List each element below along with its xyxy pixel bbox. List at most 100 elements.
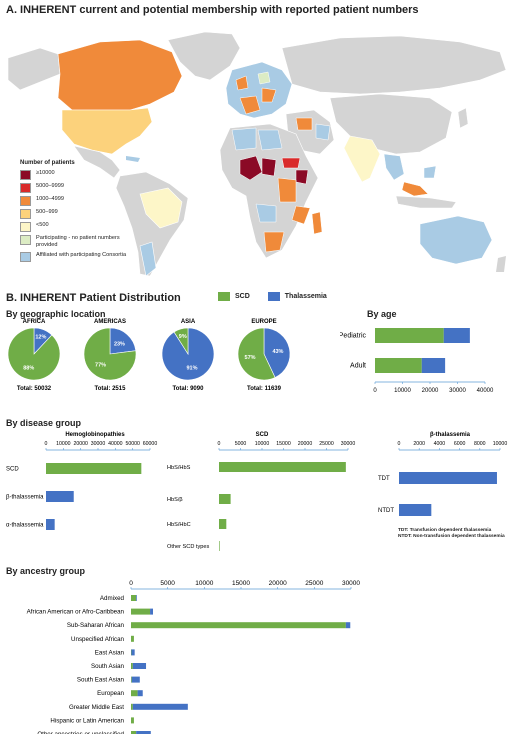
- pie-title: AFRICA: [23, 319, 46, 325]
- category-label: β-thalassemia: [6, 495, 44, 501]
- bar: [131, 676, 132, 683]
- bar: [131, 649, 132, 656]
- panel-a-title: A. INHERENT current and potential member…: [6, 4, 419, 16]
- category-label: Greater Middle East: [69, 704, 124, 711]
- pie-slice-label: 9%: [179, 334, 187, 340]
- map-africa: [219, 123, 319, 259]
- category-label: Unspecified African: [71, 636, 125, 643]
- bar: [131, 635, 134, 642]
- map-legend-swatch: [20, 183, 31, 193]
- category-label: TDT: [378, 476, 390, 482]
- pie-total: Total: 2515: [95, 386, 127, 392]
- bar: [131, 717, 134, 724]
- map-legend-swatch: [20, 252, 31, 262]
- map-legend-item: Participating - no patient numbers provi…: [20, 235, 140, 249]
- ancestry-chart: 0 5000 10000 15000 20000 25000 30000 Admixed Afr…: [27, 580, 360, 734]
- map-legend-swatch: [20, 222, 31, 232]
- category-label: Other SCD types: [167, 544, 209, 550]
- map-legend-label: 1000–4999: [36, 196, 64, 202]
- pie-total: Total: 9090: [173, 386, 205, 392]
- pie-total: Total: 11639: [247, 386, 282, 392]
- map-legend-label: ≥10000: [36, 170, 55, 176]
- ancestry-section-title: By ancestry group: [6, 566, 86, 576]
- category-label: African American or Afro-Caribbean: [27, 609, 125, 616]
- map-australia: [419, 215, 493, 265]
- bar: [345, 622, 351, 629]
- category-label: Pediatric: [340, 333, 367, 340]
- bar: [150, 608, 153, 615]
- pie-title: ASIA: [181, 319, 196, 325]
- bar: [46, 463, 142, 474]
- map-legend-item: <500: [20, 222, 140, 232]
- category-label: European: [97, 690, 124, 697]
- x-tick-label: 5000: [235, 441, 247, 447]
- x-tick-label: 0: [398, 441, 401, 447]
- bar: [375, 328, 444, 343]
- legend-label-thalassemia: Thalassemia: [284, 293, 327, 300]
- map-canada: [57, 39, 183, 111]
- pie-slice-label: 57%: [245, 355, 256, 361]
- bar: [131, 690, 138, 697]
- pie-slice: [83, 327, 137, 381]
- bar: [219, 462, 346, 472]
- category-label: α-thalassemia: [6, 523, 44, 529]
- x-tick-label: 0: [373, 388, 377, 394]
- bar: [219, 494, 231, 504]
- category-label: NTDT: [378, 508, 394, 514]
- bar: [375, 358, 422, 373]
- category-label: South Asian: [91, 663, 125, 670]
- map-legend-swatch: [20, 235, 31, 245]
- x-tick-label: 2000: [413, 441, 425, 447]
- pie-title: EUROPE: [251, 319, 276, 325]
- bar: [219, 541, 220, 551]
- geo-pies: AFRICA 12% 88% Total: 50032 AMERICAS 23% 77% To…: [7, 319, 291, 392]
- x-tick-label: 10000: [493, 441, 508, 447]
- map-legend-label: Participating - no patient numbers provi…: [36, 235, 120, 248]
- tdt-notes: TDT: Transfusion dependent thalassemia N…: [398, 528, 505, 540]
- series-legend: SCD Thalassemia: [218, 292, 327, 301]
- map-greenland: [167, 31, 241, 81]
- bar: [131, 595, 137, 601]
- bar: [136, 731, 151, 734]
- x-tick-label: 10000: [56, 441, 71, 447]
- map-legend-label: 5000–9999: [36, 183, 64, 189]
- map-legend-swatch: [20, 170, 31, 180]
- chart-title: Hemoglobinopathies: [65, 432, 125, 438]
- x-tick-label: 30000: [91, 441, 106, 447]
- bar: [399, 472, 497, 484]
- category-label: HbS/HbS: [167, 465, 191, 471]
- chart-title: SCD: [256, 432, 269, 438]
- world-map: [0, 18, 520, 280]
- map-legend: Number of patients ≥10000 5000–9999 1000–4…: [20, 160, 140, 265]
- category-label: Other ancestries or unclassified: [37, 731, 124, 734]
- map-legend-label: 500–999: [36, 209, 58, 215]
- x-tick-label: 20000: [73, 441, 88, 447]
- x-tick-label: 60000: [143, 441, 158, 447]
- pie-title: AMERICAS: [94, 319, 126, 325]
- x-tick-label: 40000: [477, 388, 494, 394]
- age-section-title: By age: [367, 309, 397, 319]
- x-tick-label: 30000: [449, 388, 466, 394]
- pie-slice-label: 88%: [23, 365, 34, 371]
- x-tick-label: 10000: [394, 388, 411, 394]
- bar: [443, 328, 470, 343]
- x-tick-label: 0: [218, 441, 221, 447]
- map-legend-item: ≥10000: [20, 170, 140, 180]
- x-tick-label: 10000: [255, 441, 270, 447]
- pie-slice: [237, 327, 276, 381]
- geo-section-title: By geographic location: [6, 309, 106, 319]
- legend-label-scd: SCD: [235, 293, 250, 300]
- bar: [131, 622, 346, 629]
- chart-title: β-thalassemia: [430, 432, 471, 438]
- bar: [131, 676, 140, 683]
- pie-slice-label: 91%: [186, 366, 197, 372]
- map-alaska: [7, 47, 61, 91]
- category-label: HbS/HbC: [167, 522, 191, 528]
- map-legend-item: 1000–4999: [20, 196, 140, 206]
- category-label: South East Asian: [77, 677, 125, 684]
- x-tick-label: 6000: [454, 441, 466, 447]
- x-tick-label: 15000: [232, 580, 250, 587]
- age-chart: 0 10000 20000 30000 40000 Pediatric Adult: [340, 328, 494, 394]
- bar: [131, 703, 133, 710]
